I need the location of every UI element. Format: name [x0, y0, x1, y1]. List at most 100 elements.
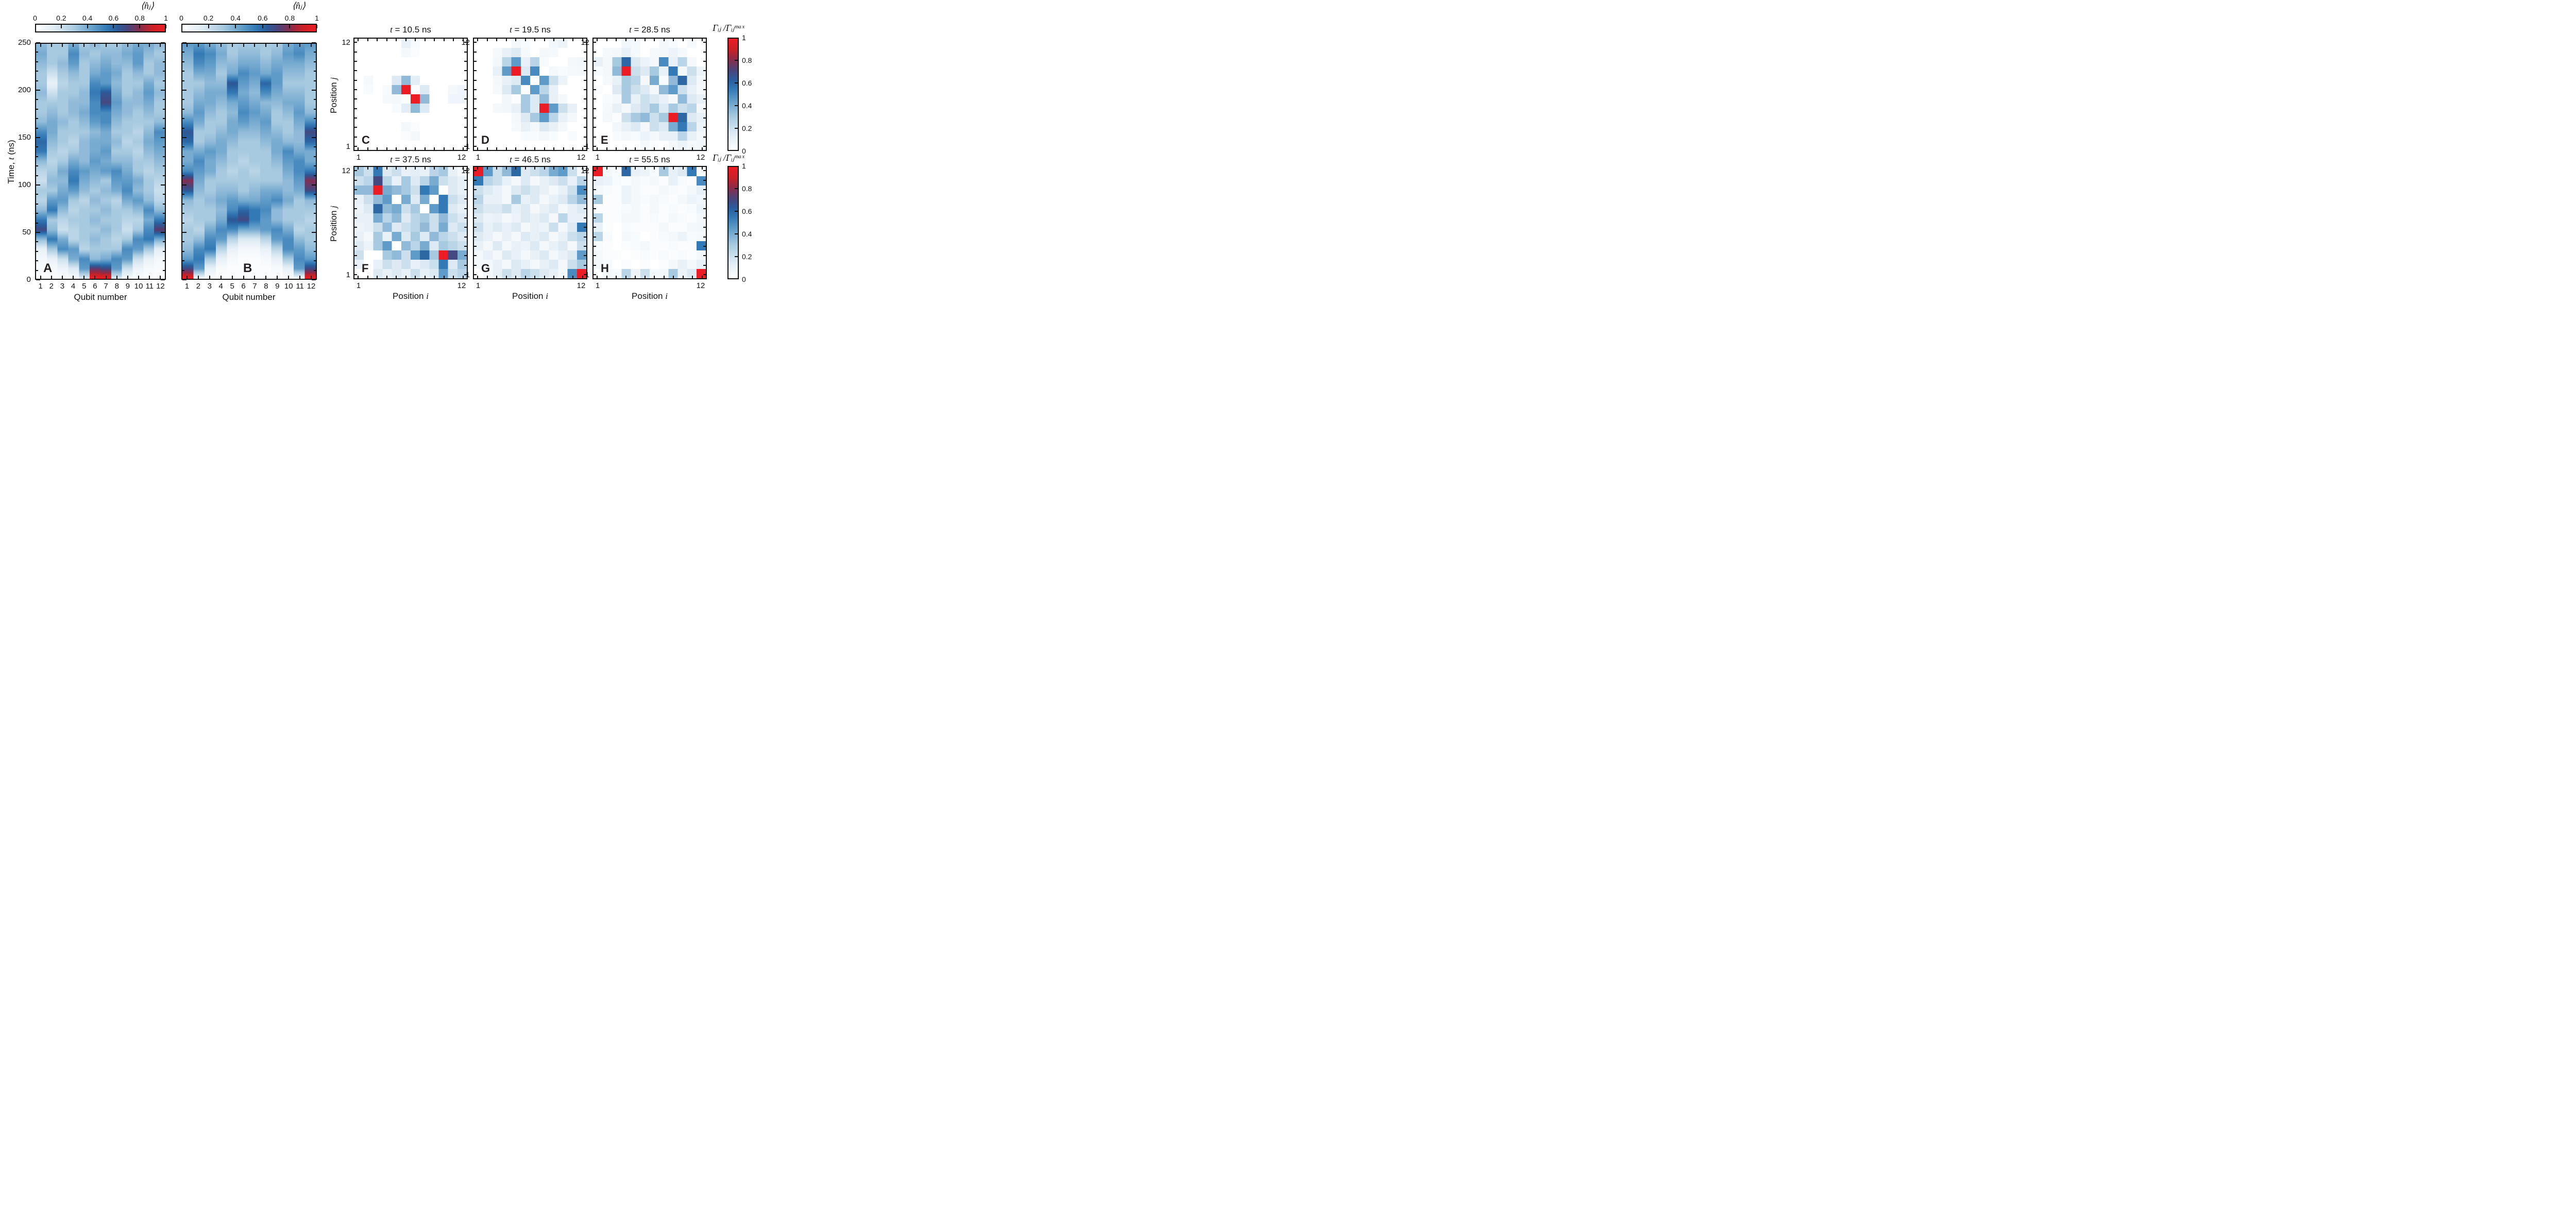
- x-tick-label: 7: [104, 282, 108, 291]
- axis-tick: [673, 39, 674, 41]
- axis-tick: [424, 167, 426, 170]
- axis-tick: [625, 276, 626, 278]
- axis-tick: [36, 232, 40, 233]
- axis-tick: [464, 136, 467, 138]
- axis-tick: [505, 276, 507, 278]
- axis-tick: [354, 145, 357, 147]
- axis-tick: [572, 39, 574, 41]
- axis-tick: [354, 255, 357, 257]
- axis-tick: [464, 198, 467, 200]
- heatmap-canvas-B: [182, 44, 316, 279]
- axis-tick: [496, 147, 498, 150]
- x-tick-label: 11: [296, 282, 304, 291]
- axis-tick: [386, 147, 387, 150]
- axis-tick: [288, 44, 290, 47]
- axis-tick: [182, 279, 187, 280]
- axis-tick: [354, 127, 357, 128]
- axis-tick: [594, 179, 596, 181]
- colorbar-label-gamma-top: Γᵢⱼ /Γᵢⱼᵐᵃˣ: [713, 23, 744, 33]
- axis-tick: [163, 52, 165, 53]
- axis-tick: [582, 39, 583, 41]
- axis-tick: [703, 198, 706, 200]
- axis-tick: [692, 39, 693, 41]
- axis-tick: [163, 260, 165, 262]
- axis-tick: [61, 276, 63, 279]
- axis-tick: [354, 179, 357, 181]
- axis-tick: [534, 39, 536, 41]
- axis-tick: [163, 241, 165, 243]
- y-tick-label: 50: [22, 228, 31, 237]
- axis-tick: [377, 276, 378, 278]
- panel-letter-B: B: [243, 261, 252, 275]
- axis-tick: [703, 217, 706, 218]
- axis-tick: [582, 276, 583, 278]
- panel-title-G: t = 46.5 ns: [510, 155, 551, 164]
- axis-tick: [367, 167, 368, 170]
- axis-tick: [36, 156, 38, 157]
- colorbar-tick-label: 0.2: [742, 252, 752, 261]
- axis-tick: [73, 276, 74, 279]
- axis-tick: [515, 39, 517, 41]
- x-tick-label: 10: [134, 282, 143, 291]
- axis-tick: [386, 39, 387, 41]
- axis-tick: [584, 108, 586, 109]
- colorbar-tick-label: 0.4: [230, 14, 241, 22]
- axis-tick: [703, 51, 706, 53]
- axis-tick: [254, 276, 256, 279]
- x-tick-label: 4: [71, 282, 76, 291]
- figure-quantum-walk: ⟨n̂ⱼ⟩ ⟨n̂ⱼ⟩ A B Time, t (ns) Qubit numbe…: [0, 0, 773, 304]
- axis-tick: [182, 52, 184, 53]
- x-tick-label: 3: [207, 282, 212, 291]
- colorbar-tick-label: 0.8: [284, 14, 295, 22]
- axis-tick: [367, 39, 368, 41]
- axis-tick: [584, 117, 586, 119]
- axis-tick: [703, 127, 706, 128]
- axis-tick: [36, 71, 38, 72]
- axis-tick: [703, 245, 706, 247]
- axis-tick: [163, 127, 165, 129]
- colorbar-tick-label: 0: [742, 147, 746, 155]
- y-tick-label: 1: [346, 142, 350, 151]
- axis-tick: [616, 276, 617, 278]
- axis-tick: [462, 167, 464, 170]
- axis-tick: [735, 128, 738, 129]
- axis-tick: [644, 147, 646, 150]
- axis-tick: [644, 39, 646, 41]
- x-tick-label: 12: [696, 153, 705, 162]
- axis-tick: [464, 245, 467, 247]
- heatmap-panel-B: B: [181, 43, 317, 280]
- x-tick-label: 4: [218, 282, 223, 291]
- axis-tick: [265, 44, 267, 47]
- axis-tick: [594, 117, 596, 119]
- axis-tick: [584, 179, 586, 181]
- y-tick-label: 1: [585, 142, 589, 151]
- axis-tick: [606, 39, 607, 41]
- axis-tick: [314, 165, 316, 167]
- axis-tick: [553, 167, 555, 170]
- axis-tick: [231, 44, 233, 47]
- axis-tick: [182, 175, 184, 176]
- corr-matrix-panel-G: G: [473, 166, 587, 279]
- axis-tick: [524, 147, 526, 150]
- axis-tick: [36, 250, 38, 252]
- axis-tick: [477, 147, 479, 150]
- axis-tick: [314, 146, 316, 148]
- axis-tick: [36, 52, 38, 53]
- axis-tick: [396, 39, 397, 41]
- x-tick-label: 1: [38, 282, 43, 291]
- panel-letter-F: F: [362, 262, 369, 275]
- axis-tick: [161, 184, 165, 186]
- axis-tick: [182, 194, 184, 195]
- x-tick-label: 1: [356, 281, 361, 290]
- panel-letter-G: G: [481, 262, 490, 275]
- axis-tick: [682, 167, 684, 170]
- axis-tick: [424, 147, 426, 150]
- axis-tick: [396, 167, 397, 170]
- x-axis-label-qubit-B: Qubit number: [222, 292, 276, 302]
- axis-tick: [584, 217, 586, 218]
- axis-tick: [453, 276, 454, 278]
- axis-tick: [464, 117, 467, 119]
- axis-tick: [396, 276, 397, 278]
- axis-tick: [625, 167, 626, 170]
- axis-tick: [443, 276, 445, 278]
